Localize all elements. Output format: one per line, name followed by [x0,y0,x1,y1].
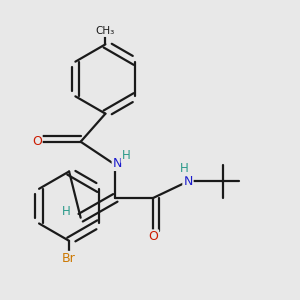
Text: H: H [180,162,188,175]
Text: CH₃: CH₃ [96,26,115,36]
Text: N: N [183,175,193,188]
Text: H: H [61,205,70,218]
Text: H: H [122,149,130,162]
Text: Br: Br [62,252,76,265]
Text: N: N [112,157,122,170]
Text: O: O [32,135,42,148]
Text: O: O [148,230,158,243]
